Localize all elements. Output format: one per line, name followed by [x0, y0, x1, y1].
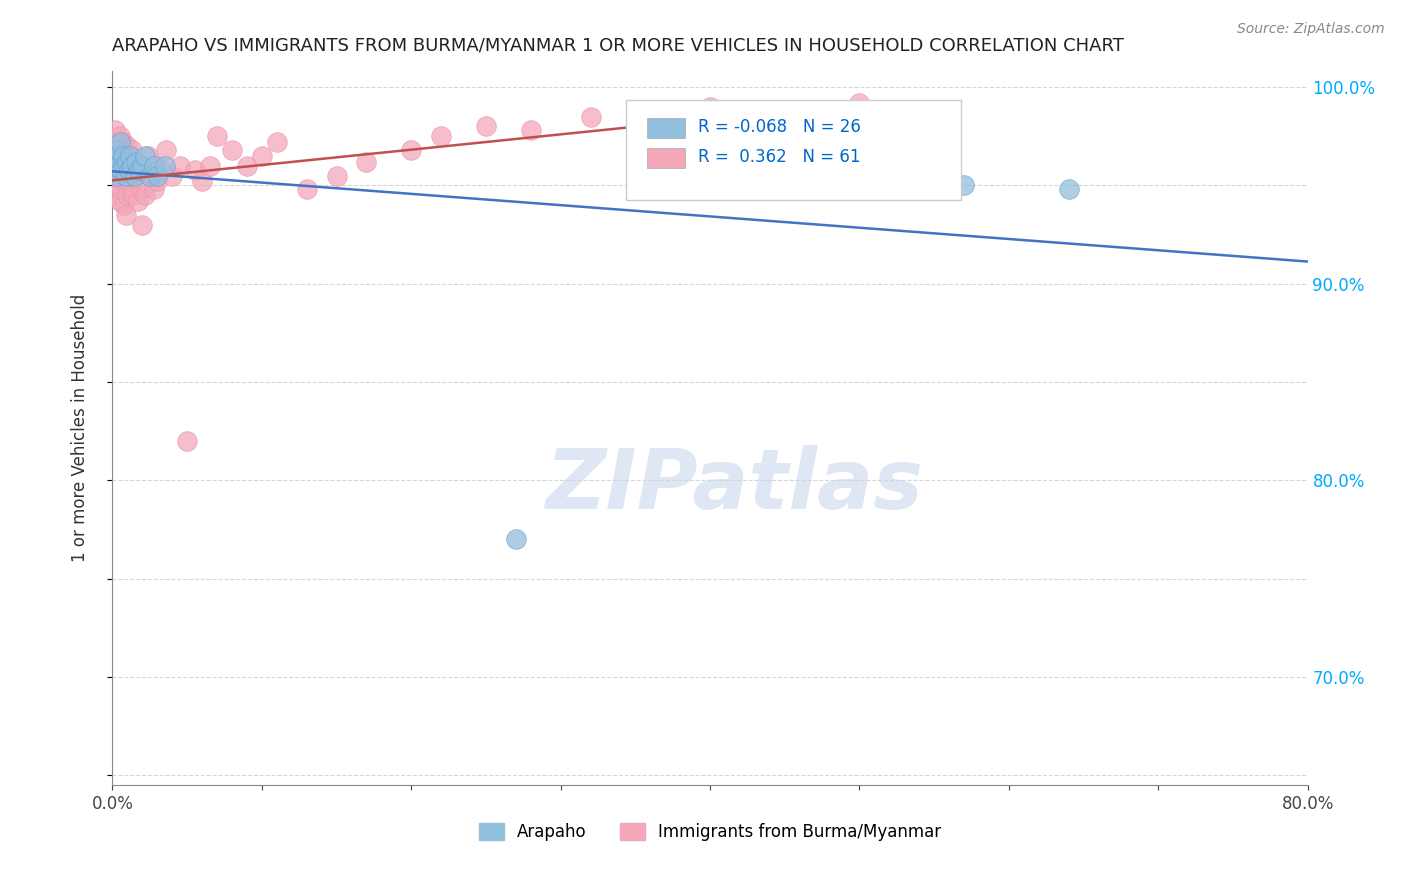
Point [505, 533, 527, 547]
Point [146, 174, 169, 188]
Point [475, 120, 498, 134]
FancyBboxPatch shape [627, 100, 962, 200]
Point [803, 162, 825, 177]
Point [640, 103, 662, 118]
Point [125, 159, 148, 173]
Point [114, 198, 135, 212]
Point [103, 188, 125, 202]
Point [131, 159, 153, 173]
Point [236, 159, 259, 173]
Point [266, 135, 288, 149]
Point [155, 143, 177, 157]
Point [953, 178, 976, 193]
Point [128, 162, 150, 177]
Point [121, 143, 143, 157]
Point [221, 143, 243, 157]
Point [127, 194, 149, 208]
Point [108, 194, 131, 208]
Point [295, 182, 318, 196]
Text: ZIPatlas: ZIPatlas [546, 445, 922, 525]
Point [153, 159, 176, 173]
Point [111, 149, 134, 163]
Point [117, 154, 139, 169]
Point [183, 162, 205, 177]
Point [125, 154, 148, 169]
Point [325, 169, 347, 183]
Point [139, 169, 162, 183]
Point [124, 169, 146, 183]
Point [169, 159, 191, 173]
Point [146, 169, 169, 183]
Point [107, 143, 129, 157]
Legend: Arapaho, Immigrants from Burma/Myanmar: Arapaho, Immigrants from Burma/Myanmar [472, 816, 948, 848]
Point [162, 169, 183, 183]
FancyBboxPatch shape [647, 148, 685, 168]
Point [150, 162, 173, 177]
Point [115, 208, 138, 222]
Point [120, 174, 142, 188]
Point [699, 100, 721, 114]
Point [111, 174, 134, 188]
Point [104, 153, 127, 167]
Text: ARAPAHO VS IMMIGRANTS FROM BURMA/MYANMAR 1 OR MORE VEHICLES IN HOUSEHOLD CORRELA: ARAPAHO VS IMMIGRANTS FROM BURMA/MYANMAR… [112, 37, 1125, 54]
Text: Source: ZipAtlas.com: Source: ZipAtlas.com [1237, 22, 1385, 37]
Point [520, 123, 543, 137]
FancyBboxPatch shape [647, 118, 685, 137]
Point [138, 149, 160, 163]
Point [789, 110, 811, 124]
Point [143, 182, 166, 196]
Point [848, 95, 870, 110]
Point [579, 110, 602, 124]
Point [401, 143, 423, 157]
Point [105, 169, 128, 183]
Point [104, 159, 127, 173]
Point [114, 143, 135, 157]
Point [117, 188, 139, 202]
Y-axis label: 1 or more Vehicles in Household: 1 or more Vehicles in Household [70, 294, 89, 562]
Point [107, 178, 129, 193]
Point [110, 182, 132, 196]
Point [103, 154, 125, 169]
Point [105, 135, 128, 149]
Point [430, 129, 453, 144]
Point [115, 159, 138, 173]
Point [176, 434, 198, 448]
Point [122, 188, 145, 202]
Point [105, 169, 128, 183]
Point [118, 162, 141, 177]
Point [104, 123, 127, 137]
Point [128, 162, 150, 177]
Point [356, 154, 378, 169]
Point [108, 162, 131, 177]
Point [124, 169, 146, 183]
Point [121, 159, 143, 173]
Point [111, 135, 134, 149]
Point [1057, 182, 1080, 196]
Text: R =  0.362   N = 61: R = 0.362 N = 61 [699, 148, 860, 166]
Text: R = -0.068   N = 26: R = -0.068 N = 26 [699, 118, 860, 136]
Point [134, 188, 156, 202]
Point [115, 169, 138, 183]
Point [107, 143, 129, 157]
Point [129, 182, 152, 196]
Point [118, 159, 141, 173]
Point [103, 159, 125, 173]
Point [108, 135, 131, 149]
Point [744, 123, 766, 137]
Point [131, 218, 153, 232]
Point [250, 149, 273, 163]
Point [114, 159, 135, 173]
Point [134, 149, 156, 163]
Point [198, 159, 221, 173]
Point [143, 159, 166, 173]
Point [117, 139, 139, 153]
Point [191, 174, 214, 188]
Point [108, 129, 131, 144]
Point [120, 149, 142, 163]
Point [110, 149, 132, 163]
Point [110, 162, 132, 177]
Point [205, 129, 228, 144]
